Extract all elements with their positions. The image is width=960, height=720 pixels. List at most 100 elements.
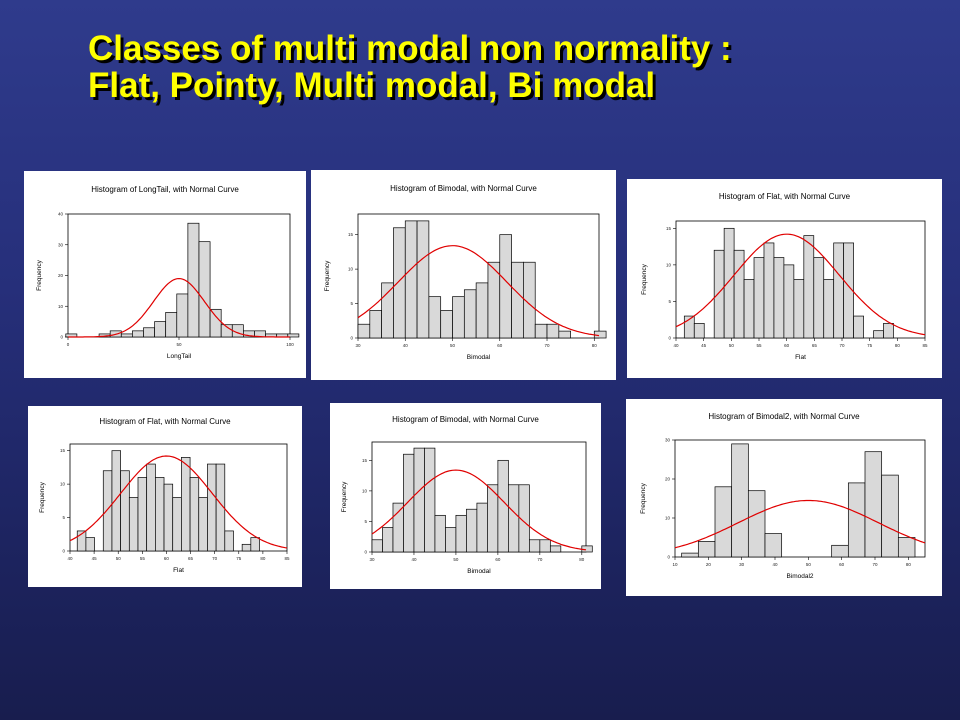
x-tick-label: 50 [116, 556, 122, 561]
histogram-bar [523, 261, 536, 339]
x-tick-label: 70 [839, 343, 845, 348]
y-tick-label: 5 [350, 301, 353, 306]
histogram-bar [813, 257, 825, 339]
histogram-bar [529, 539, 541, 553]
histogram-bar [198, 497, 208, 552]
y-tick-label: 40 [58, 212, 64, 217]
x-tick-label: 75 [867, 343, 873, 348]
histogram-bar [172, 497, 182, 552]
x-tick-label: 50 [729, 343, 735, 348]
x-tick-label: 30 [369, 557, 375, 562]
x-tick-label: 45 [92, 556, 98, 561]
histogram-bar [198, 241, 211, 338]
y-tick-label: 15 [348, 232, 354, 237]
x-axis-label: Flat [795, 354, 806, 361]
x-tick-label: 80 [592, 343, 598, 348]
x-tick-label: 65 [188, 556, 194, 561]
x-tick-label: 40 [67, 556, 73, 561]
y-tick-label: 5 [668, 299, 671, 304]
x-tick-label: 20 [706, 562, 712, 567]
x-tick-label: 60 [497, 343, 503, 348]
x-tick-label: 45 [701, 343, 707, 348]
x-tick-label: 70 [537, 557, 543, 562]
histogram-bar [404, 220, 418, 339]
histogram-bar [831, 544, 849, 558]
histogram-bar [475, 282, 489, 339]
x-tick-label: 70 [212, 556, 218, 561]
histogram-bar [549, 545, 562, 553]
y-tick-label: 20 [665, 477, 671, 482]
histogram-bar [833, 242, 845, 339]
chart-title: Histogram of Bimodal, with Normal Curve [392, 415, 539, 424]
histogram-bar [371, 539, 383, 553]
y-axis-label: Frequency [341, 481, 348, 512]
histogram-bar [881, 474, 899, 558]
histogram-bar [499, 234, 512, 339]
histogram-panel-longtail: Histogram of LongTail, with Normal Curve… [24, 171, 306, 378]
y-tick-label: 5 [62, 515, 65, 520]
histogram-bar [120, 470, 130, 552]
histogram-bar [207, 463, 217, 552]
histogram-bar [466, 508, 478, 553]
y-axis-label: Frequency [640, 482, 647, 513]
histogram-bar [382, 527, 394, 553]
histogram-bar [455, 514, 467, 553]
histogram-bar [883, 323, 894, 339]
x-axis-label: Bimodal [467, 568, 491, 575]
histogram-bar [733, 249, 745, 339]
y-tick-label: 15 [60, 448, 66, 453]
histogram-bar [511, 261, 524, 339]
histogram-chart: Histogram of Bimodal, with Normal Curve 3… [324, 184, 607, 361]
histogram-bar [743, 279, 755, 339]
histogram-bar [445, 527, 457, 553]
histogram-bar [803, 235, 815, 339]
histogram-panel-flat-top: Histogram of Flat, with Normal Curve 40 45… [627, 179, 942, 378]
y-tick-label: 30 [58, 242, 64, 247]
x-tick-label: 40 [403, 343, 409, 348]
x-tick-label: 40 [411, 557, 417, 562]
x-tick-label: 65 [812, 343, 818, 348]
x-tick-label: 60 [164, 556, 170, 561]
x-tick-label: 85 [922, 343, 928, 348]
y-tick-label: 0 [60, 335, 63, 340]
histogram-bar [381, 282, 394, 339]
histogram-bar [155, 477, 165, 552]
normal-curve [357, 245, 600, 337]
histogram-bar [416, 220, 430, 339]
normal-curve [674, 499, 926, 549]
histogram-bar [747, 490, 766, 558]
histogram-bar [847, 482, 866, 558]
histogram-chart: Histogram of Flat, with Normal Curve 40 45… [39, 417, 290, 574]
x-tick-label: 10 [672, 562, 678, 567]
y-tick-label: 0 [350, 336, 353, 341]
histogram-bar [763, 242, 775, 339]
histogram-bar [723, 227, 735, 339]
x-tick-label: 30 [355, 343, 361, 348]
slide-title: Classes of multi modal non normality : F… [88, 30, 948, 104]
slide-title-line-2: Flat, Pointy, Multi modal, Bi modal [88, 66, 656, 105]
histogram-bar [873, 330, 884, 339]
chart-title: Histogram of Bimodal2, with Normal Curve [708, 412, 860, 421]
histogram-bar [403, 453, 415, 553]
y-axis-label: Frequency [36, 259, 43, 290]
x-tick-label: 0 [67, 342, 70, 347]
histogram-bar [558, 330, 571, 339]
histogram-bar [224, 530, 234, 552]
histogram-bar [357, 323, 371, 339]
histogram-bar [753, 257, 765, 339]
chart-title: Histogram of Flat, with Normal Curve [719, 192, 851, 201]
histogram-bar [250, 537, 260, 552]
histogram-bar [111, 450, 121, 552]
histogram-bar [546, 323, 560, 339]
histogram-bar [428, 296, 442, 339]
histogram-bar [392, 502, 404, 553]
histogram-bar [534, 323, 548, 339]
x-axis-label: LongTail [167, 353, 192, 360]
histogram-bar [714, 486, 733, 558]
histogram-bar [713, 249, 725, 339]
histogram-bar [440, 310, 453, 339]
histogram-bar [864, 451, 883, 558]
normal-curve [68, 277, 290, 338]
histogram-bar [128, 497, 139, 552]
histogram-bar [463, 289, 477, 339]
